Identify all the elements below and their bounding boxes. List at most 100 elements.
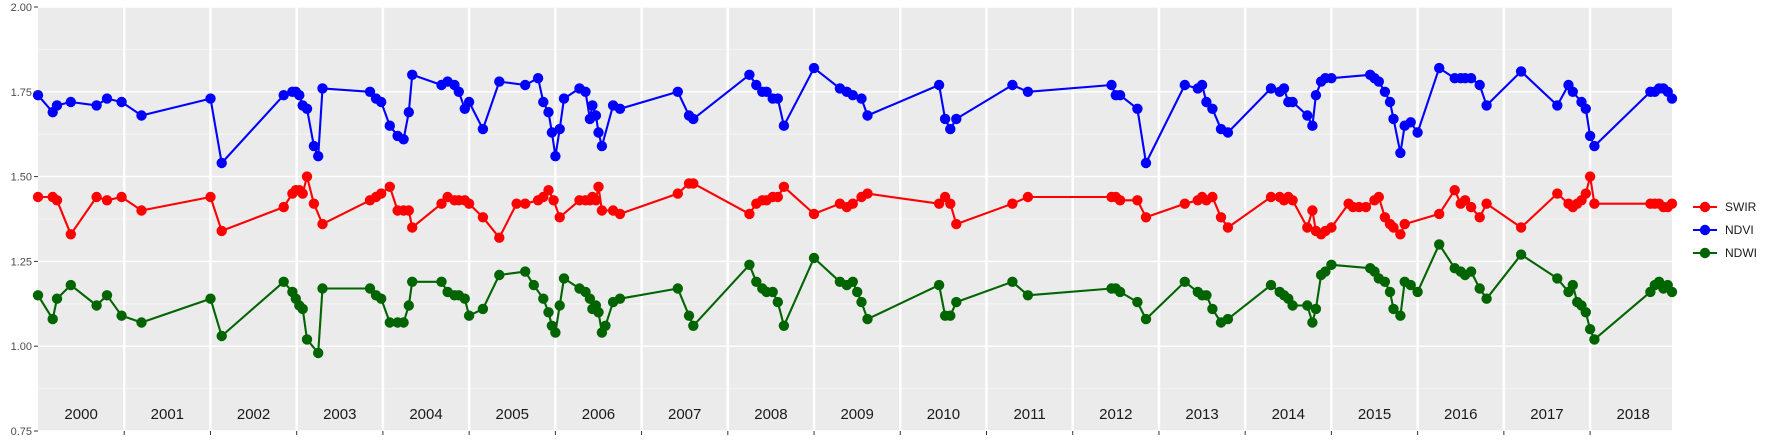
data-point-swir (1207, 191, 1218, 203)
data-point-ndwi (1405, 279, 1416, 291)
data-point-ndvi (477, 123, 489, 135)
data-point-ndvi (1106, 79, 1117, 91)
data-point-ndvi (453, 86, 464, 98)
data-point-swir (614, 208, 626, 220)
data-point-swir (278, 201, 289, 213)
legend-key-icon (1699, 247, 1711, 259)
data-point-ndvi (688, 113, 699, 125)
data-point-ndwi (301, 334, 313, 345)
data-point-swir (1132, 195, 1143, 206)
data-point-ndwi (528, 279, 539, 291)
data-point-ndvi (65, 96, 77, 108)
data-point-swir (1287, 195, 1298, 206)
data-point-swir (1022, 191, 1034, 203)
data-point-ndvi (554, 123, 565, 135)
data-point-ndwi (751, 276, 762, 287)
data-point-swir (1399, 218, 1410, 230)
data-point-swir (32, 191, 44, 203)
data-point-ndvi (1465, 73, 1477, 84)
data-point-ndvi (1584, 130, 1596, 142)
year-label: 2001 (151, 406, 184, 423)
data-point-ndwi (376, 293, 387, 304)
data-point-ndwi (951, 296, 962, 308)
data-point-ndvi (1222, 127, 1234, 138)
data-point-ndvi (558, 93, 570, 104)
y-tick-label: 1.50 (11, 172, 32, 184)
data-point-ndvi (278, 90, 289, 101)
year-label: 2008 (754, 406, 787, 423)
data-point-ndwi (1140, 313, 1152, 325)
data-point-swir (945, 198, 956, 209)
data-point-ndwi (767, 286, 778, 298)
data-point-ndwi (778, 320, 790, 331)
data-point-ndvi (593, 127, 604, 138)
data-point-swir (1666, 198, 1678, 209)
year-label: 2007 (668, 406, 701, 423)
data-point-swir (1580, 188, 1592, 199)
data-point-swir (308, 198, 320, 209)
series-swir (32, 171, 1678, 243)
data-point-ndvi (317, 83, 328, 94)
year-label: 2002 (237, 406, 270, 423)
data-point-swir (494, 232, 505, 243)
data-point-ndvi (1179, 79, 1191, 91)
data-point-swir (1302, 222, 1313, 233)
data-point-ndvi (587, 100, 598, 111)
data-point-ndvi (1287, 96, 1298, 108)
data-point-ndvi (463, 96, 475, 108)
data-point-ndwi (407, 276, 418, 287)
data-point-ndvi (1132, 103, 1143, 115)
data-point-swir (511, 198, 522, 209)
data-point-ndvi (744, 69, 755, 81)
data-point-ndwi (278, 276, 289, 287)
data-point-ndvi (294, 90, 305, 101)
data-point-ndvi (1302, 110, 1313, 121)
data-point-ndwi (862, 313, 873, 325)
data-point-ndwi (91, 300, 102, 311)
data-point-ndvi (101, 93, 113, 104)
data-point-ndwi (1567, 279, 1579, 291)
data-point-ndwi (1395, 310, 1406, 321)
data-point-ndwi (297, 303, 308, 315)
year-label: 2014 (1272, 406, 1305, 423)
data-point-swir (554, 212, 565, 223)
series-ndvi (32, 62, 1678, 169)
data-point-swir (407, 222, 418, 233)
data-point-ndwi (1474, 283, 1485, 294)
data-point-swir (772, 191, 783, 203)
data-point-ndvi (1580, 103, 1592, 115)
data-point-ndwi (1222, 313, 1234, 325)
data-point-ndwi (683, 310, 695, 321)
data-point-ndvi (1310, 90, 1322, 101)
data-point-swir (1140, 212, 1152, 223)
data-point-ndwi (1201, 290, 1212, 301)
year-labels: 2000 2001 2002 2003 2004 2005 2006 2007 2008 2009… (64, 406, 1649, 423)
data-point-ndvi (1395, 147, 1406, 159)
data-point-swir (116, 191, 127, 203)
series-layer (32, 62, 1678, 359)
data-point-ndwi (494, 269, 505, 281)
data-point-swir (1307, 205, 1318, 216)
data-point-ndwi (1007, 276, 1018, 287)
data-point-ndwi (520, 266, 531, 277)
data-point-swir (301, 171, 313, 182)
data-point-ndvi (761, 86, 772, 98)
year-label: 2010 (927, 406, 960, 423)
data-point-ndvi (205, 93, 216, 104)
data-point-ndvi (614, 103, 626, 115)
year-label: 2004 (409, 406, 442, 423)
data-point-swir (91, 191, 102, 203)
data-point-swir (297, 188, 308, 199)
data-point-ndvi (1434, 62, 1445, 74)
data-point-ndwi (403, 300, 414, 311)
data-point-ndwi (1412, 286, 1423, 298)
legend-label: NDVI (1725, 223, 1754, 237)
data-point-ndvi (398, 134, 409, 145)
data-point-ndvi (751, 79, 762, 91)
data-point-swir (1449, 185, 1460, 196)
data-point-swir (1515, 222, 1527, 233)
y-tick-label: 2.00 (11, 2, 32, 14)
data-point-swir (593, 181, 604, 192)
data-point-ndwi (216, 330, 227, 342)
